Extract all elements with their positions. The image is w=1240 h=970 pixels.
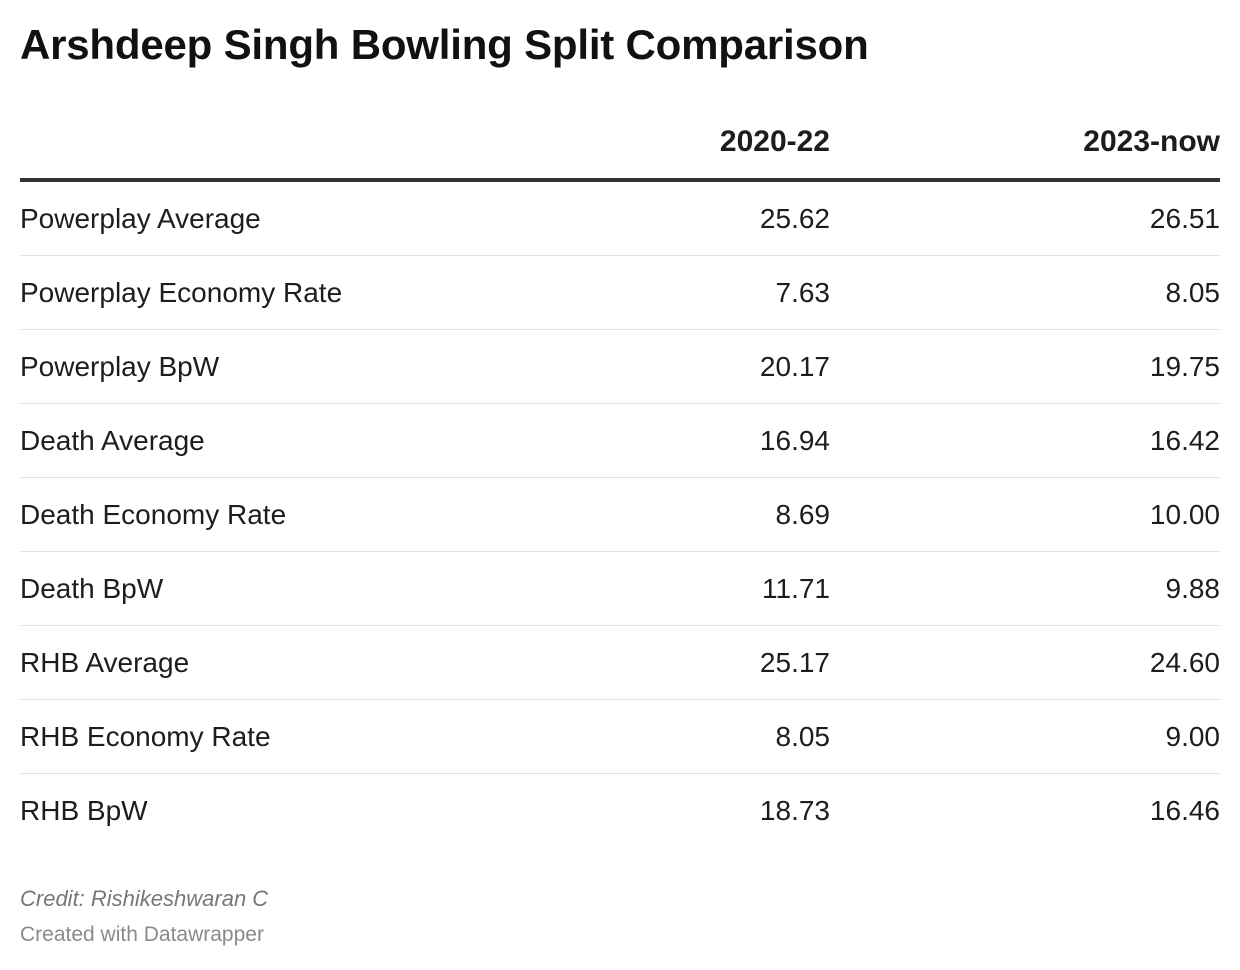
cell-2020-22: 20.17	[580, 329, 830, 404]
cell-2023-now: 9.88	[830, 551, 1220, 626]
cell-2020-22: 25.17	[580, 625, 830, 700]
row-label: Death Average	[20, 403, 580, 478]
cell-2020-22: 18.73	[759, 794, 830, 826]
header-row: 2020-22 2023-now	[20, 106, 1220, 182]
table-row: RHB BpW 18.73 16.46	[20, 774, 1220, 848]
chart-title: Arshdeep Singh Bowling Split Comparison	[20, 21, 869, 68]
table-header: 2020-22 2023-now	[20, 106, 1220, 182]
row-label: Powerplay Economy Rate	[20, 255, 580, 330]
cell-2023-now: 16.42	[830, 403, 1220, 478]
row-label: RHB BpW	[20, 794, 148, 826]
cell-2023-now: 19.75	[830, 329, 1220, 404]
cell-2020-22: 8.69	[580, 477, 830, 552]
table-row: Powerplay BpW 20.17 19.75	[20, 329, 1220, 404]
table-row: Death Average 16.94 16.42	[20, 403, 1220, 478]
row-label: RHB Average	[20, 625, 580, 700]
cell-2023-now: 24.60	[830, 625, 1220, 700]
table-row: RHB Average 25.17 24.60	[20, 625, 1220, 700]
table-row: Death Economy Rate 8.69 10.00	[20, 477, 1220, 552]
row-label: RHB Economy Rate	[20, 699, 580, 774]
row-label: Death BpW	[20, 551, 580, 626]
cell-2023-now: 9.00	[830, 699, 1220, 774]
header-2020-22: 2020-22	[580, 106, 830, 182]
table-row: Powerplay Economy Rate 7.63 8.05	[20, 255, 1220, 330]
cell-2023-now: 10.00	[830, 477, 1220, 552]
table-row: RHB Economy Rate 8.05 9.00	[20, 699, 1220, 774]
cell-2020-22: 7.63	[580, 255, 830, 330]
header-2023-now: 2023-now	[830, 106, 1220, 182]
credit-note: Credit: Rishikeshwaran C	[20, 886, 269, 911]
row-label: Powerplay BpW	[20, 329, 580, 404]
chart-notes: Credit: Rishikeshwaran C Created with Da…	[20, 884, 268, 950]
cell-2023-now: 26.51	[830, 180, 1220, 256]
cell-2020-22: 8.05	[580, 699, 830, 774]
cell-2020-22: 16.94	[580, 403, 830, 478]
data-table-container: 2020-22 2023-now Powerplay Average 25.62…	[20, 106, 1220, 847]
data-table: 2020-22 2023-now Powerplay Average 25.62…	[20, 106, 1220, 847]
row-label: Death Economy Rate	[20, 477, 580, 552]
cell-2020-22: 25.62	[580, 180, 830, 256]
table-row: Death BpW 11.71 9.88	[20, 551, 1220, 626]
table-body: Powerplay Average 25.62 26.51 Powerplay …	[20, 180, 1220, 847]
row-label: Powerplay Average	[20, 180, 580, 256]
table-row: Powerplay Average 25.62 26.51	[20, 180, 1220, 256]
header-label-column	[20, 106, 580, 182]
cell-2023-now: 8.05	[830, 255, 1220, 330]
made-with-link[interactable]: Created with Datawrapper	[20, 923, 264, 946]
cell-2020-22: 11.71	[580, 551, 830, 626]
cell-2023-now: 16.46	[1149, 794, 1220, 826]
